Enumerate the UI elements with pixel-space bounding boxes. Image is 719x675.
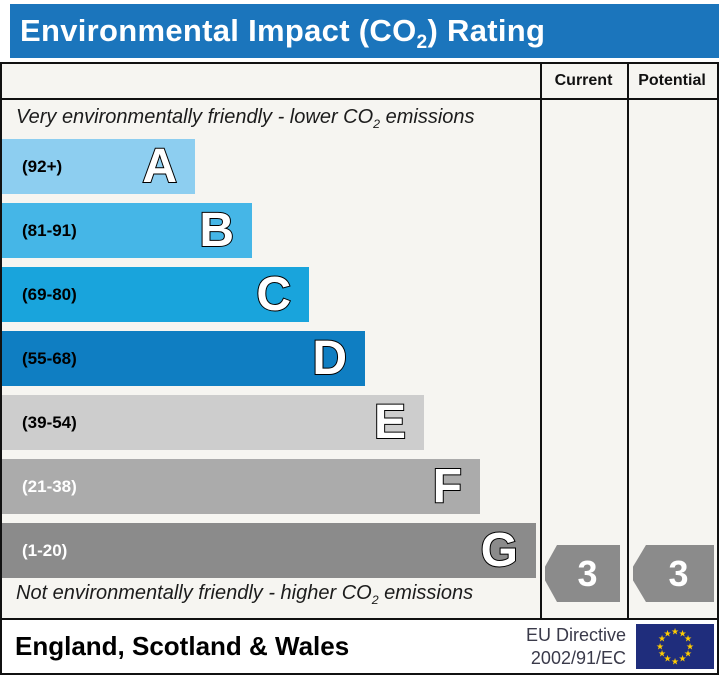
eu-star-icon: ★ — [670, 626, 680, 636]
band-e-range-label: (39-54) — [22, 412, 77, 432]
current-column-header: Current — [554, 72, 613, 89]
co2-subscript: 2 — [371, 593, 379, 607]
band-g: (1-20) G — [2, 523, 536, 578]
eu-star-icon: ★ — [678, 628, 687, 638]
band-c-letter: C — [255, 267, 292, 322]
title-bar: Environmental Impact (CO2) Rating — [10, 4, 719, 58]
band-b-range-label: (81-91) — [22, 220, 77, 240]
eu-star-icon: ★ — [657, 633, 667, 644]
table-header-row: Current Potential — [2, 64, 717, 100]
potential-column-divider — [627, 64, 629, 618]
current-rating-arrow: 3 — [545, 545, 620, 602]
band-f-letter: F — [432, 459, 463, 514]
band-a-range-label: (92+) — [22, 156, 63, 176]
bottom-note: Not environmentally friendly - higher CO… — [16, 582, 474, 607]
eu-directive-line1: EU Directive — [525, 625, 626, 645]
band-d: (55-68) D — [2, 331, 365, 386]
eu-star-icon: ★ — [678, 653, 687, 664]
eu-directive-text: EU Directive 2002/91/EC — [526, 624, 626, 669]
band-c: (69-80) C — [2, 267, 309, 322]
co2-subscript: 2 — [416, 32, 428, 54]
band-g-letter: G — [480, 523, 519, 578]
eu-star-icon: ★ — [685, 641, 695, 651]
rating-bands: (92+) A (81-91) B (69-80) C (55-68) D (3… — [2, 139, 540, 587]
eu-directive-line2: 2002/91/EC — [530, 647, 626, 668]
band-a: (92+) A — [2, 139, 195, 194]
page-title: Environmental Impact (CO2) Rating — [20, 13, 546, 54]
eu-star-icon: ★ — [670, 656, 680, 666]
eu-star-icon: ★ — [663, 653, 672, 664]
eu-star-icon: ★ — [663, 628, 672, 638]
footer: England, Scotland & Wales EU Directive 2… — [0, 620, 719, 675]
eu-star-icon: ★ — [683, 648, 693, 659]
eu-star-icon: ★ — [683, 633, 693, 644]
band-c-range-label: (69-80) — [22, 284, 77, 304]
rating-table: Current Potential Very environmentally f… — [0, 62, 719, 620]
band-a-letter: A — [141, 139, 178, 194]
top-note: Very environmentally friendly - lower CO… — [16, 106, 475, 131]
band-f-range-label: (21-38) — [22, 476, 77, 496]
band-e: (39-54) E — [2, 395, 424, 450]
potential-rating-arrow: 3 — [633, 545, 714, 602]
co2-subscript: 2 — [373, 117, 381, 131]
band-f: (21-38) F — [2, 459, 480, 514]
potential-rating-value: 3 — [668, 552, 689, 594]
eu-star-icon: ★ — [657, 648, 667, 659]
band-b: (81-91) B — [2, 203, 252, 258]
current-rating-value: 3 — [577, 552, 598, 594]
eu-directive-group: EU Directive 2002/91/EC ★ ★ ★ ★ ★ ★ ★ ★ ★ ★ ★ ★ — [526, 624, 717, 669]
band-d-range-label: (55-68) — [22, 348, 77, 368]
band-b-letter: B — [198, 203, 235, 258]
band-d-letter: D — [311, 331, 348, 386]
potential-column-header: Potential — [638, 72, 706, 89]
eu-star-icon: ★ — [655, 641, 665, 651]
band-g-range-label: (1-20) — [22, 540, 68, 560]
current-column-divider — [540, 64, 542, 618]
region-label: England, Scotland & Wales — [15, 631, 350, 661]
band-e-letter: E — [373, 395, 407, 450]
eu-flag-icon: ★ ★ ★ ★ ★ ★ ★ ★ ★ ★ ★ ★ — [636, 624, 714, 669]
